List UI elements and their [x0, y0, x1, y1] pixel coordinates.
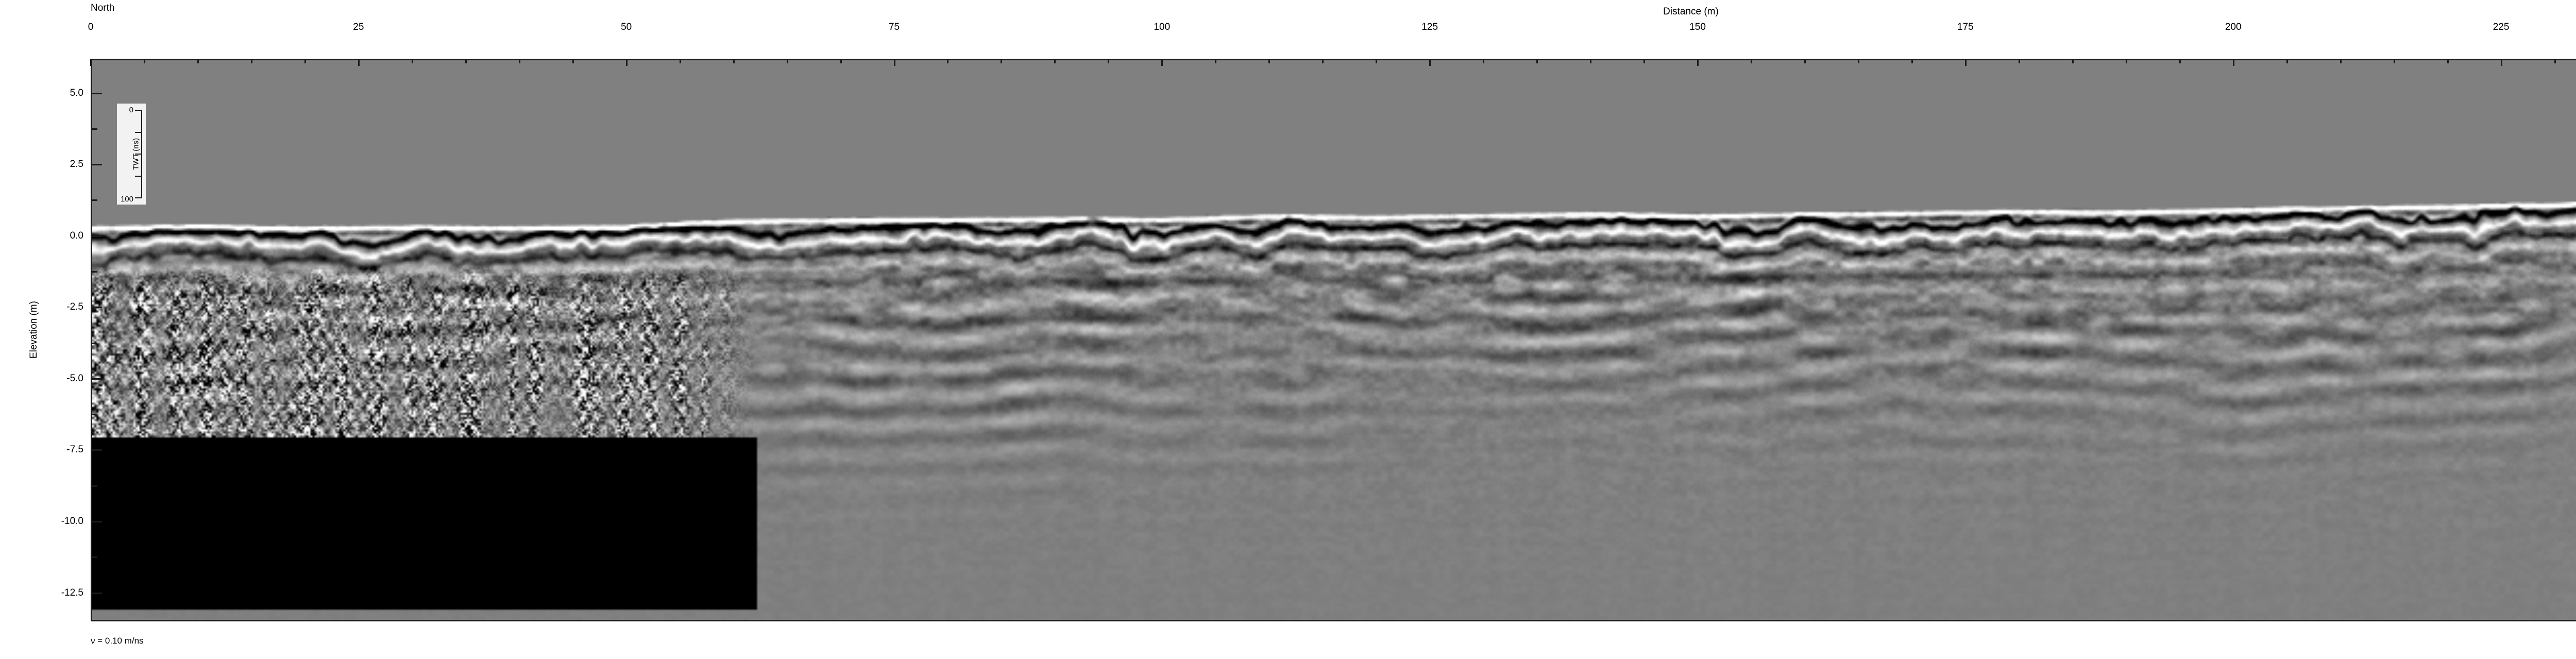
- x-axis-major-tick: [358, 59, 360, 66]
- x-axis-minor-tick: [1751, 59, 1752, 63]
- y-axis-tick-label: -7.5: [66, 444, 83, 455]
- x-axis-minor-tick: [786, 59, 788, 63]
- twt-scalebar: TWT (ns) 0 100: [117, 104, 146, 205]
- x-axis-minor-tick: [143, 59, 145, 63]
- x-axis-tick-label: 225: [2493, 22, 2510, 32]
- x-axis-minor-tick: [1322, 59, 1324, 63]
- x-axis-minor-tick: [1376, 59, 1378, 63]
- x-axis-minor-tick: [2125, 59, 2127, 63]
- twt-tick: [135, 175, 142, 177]
- north-orientation-label: North: [91, 3, 115, 13]
- twt-tick: [135, 110, 142, 111]
- x-axis-minor-tick: [2340, 59, 2342, 63]
- y-axis-tick-label: 0.0: [70, 230, 83, 241]
- x-axis-major-tick: [90, 59, 92, 66]
- x-axis-minor-tick: [1590, 59, 1592, 63]
- x-axis-minor-tick: [840, 59, 842, 63]
- x-axis-minor-tick: [1268, 59, 1270, 63]
- y-axis-minor-tick: [91, 556, 97, 559]
- y-axis-minor-tick: [91, 128, 97, 130]
- x-axis-tick-label: 150: [1689, 22, 1706, 32]
- twt-bottom-label: 100: [120, 195, 133, 204]
- x-axis-major-tick: [2500, 59, 2502, 66]
- y-axis-group: Elevation (m): [0, 0, 88, 659]
- x-axis-major-tick: [893, 59, 895, 66]
- y-axis-major-tick: [91, 235, 102, 237]
- x-axis-minor-tick: [1911, 59, 1913, 63]
- y-axis-minor-tick: [91, 342, 97, 344]
- x-axis-minor-tick: [304, 59, 306, 63]
- x-axis-minor-tick: [1643, 59, 1646, 63]
- x-axis-minor-tick: [679, 59, 681, 63]
- x-axis-minor-tick: [2179, 59, 2181, 63]
- radargram-image: [92, 60, 2576, 620]
- y-axis-major-tick: [91, 164, 102, 166]
- y-axis-minor-tick: [91, 271, 97, 273]
- twt-tick: [135, 154, 142, 155]
- radargram-plot-frame: Line 023 TWT (ns) 0 100: [91, 59, 2576, 621]
- x-axis-title: Distance (m): [0, 6, 2576, 18]
- x-axis-minor-tick: [465, 59, 467, 63]
- x-axis-minor-tick: [1536, 59, 1538, 63]
- x-axis-minor-tick: [572, 59, 574, 63]
- y-axis-tick-label: 5.0: [70, 87, 83, 98]
- x-axis-title-text: Distance (m): [1663, 6, 1719, 17]
- x-axis-minor-tick: [1215, 59, 1217, 63]
- y-axis-tick-label: 2.5: [70, 159, 83, 170]
- y-axis-minor-tick: [91, 485, 97, 487]
- y-axis-major-tick: [91, 378, 102, 380]
- x-axis-major-tick: [1964, 59, 1967, 66]
- x-axis-tick-label: 125: [1421, 22, 1438, 32]
- x-axis-minor-tick: [1857, 59, 1859, 63]
- y-axis-major-tick: [91, 592, 102, 594]
- y-axis-major-tick: [91, 92, 102, 94]
- x-axis-minor-tick: [2393, 59, 2395, 63]
- y-axis-major-tick: [91, 307, 102, 309]
- x-axis-minor-tick: [250, 59, 252, 63]
- y-axis-major-tick: [91, 449, 102, 451]
- x-axis-tick-label: 100: [1154, 22, 1171, 32]
- x-axis-tick-label: 200: [2225, 22, 2242, 32]
- x-axis-major-tick: [1429, 59, 1431, 66]
- x-axis-minor-tick: [2286, 59, 2288, 63]
- velocity-annotation: ν = 0.10 m/ns: [91, 636, 144, 646]
- x-axis-minor-tick: [947, 59, 949, 63]
- y-axis-tick-label: -2.5: [66, 301, 83, 313]
- x-axis-tick-label: 25: [353, 22, 364, 32]
- x-axis-tick-label: 175: [1957, 22, 1974, 32]
- x-axis-minor-tick: [2554, 59, 2556, 63]
- x-axis-minor-tick: [2018, 59, 2020, 63]
- x-axis-minor-tick: [1054, 59, 1056, 63]
- x-axis-major-tick: [1161, 59, 1163, 66]
- x-axis-major-tick: [1697, 59, 1699, 66]
- x-axis-minor-tick: [2447, 59, 2449, 63]
- x-axis-minor-tick: [733, 59, 735, 63]
- x-axis-minor-tick: [1108, 59, 1110, 63]
- y-axis-minor-tick: [91, 199, 97, 201]
- x-axis-minor-tick: [518, 59, 520, 63]
- x-axis-minor-tick: [2072, 59, 2074, 63]
- x-axis-minor-tick: [1001, 59, 1003, 63]
- y-axis-tick-label: -5.0: [66, 373, 83, 384]
- y-axis-major-tick: [91, 520, 102, 522]
- y-axis-minor-tick: [91, 414, 97, 416]
- twt-tick: [135, 197, 142, 198]
- x-axis-minor-tick: [1804, 59, 1806, 63]
- y-axis-tick-label: -12.5: [61, 587, 83, 598]
- x-axis-tick-label: 75: [888, 22, 900, 32]
- x-axis-major-tick: [625, 59, 628, 66]
- x-axis-major-tick: [2232, 59, 2234, 66]
- twt-top-label: 0: [129, 106, 133, 114]
- x-axis-tick-label: 0: [88, 22, 94, 32]
- x-axis-minor-tick: [197, 59, 199, 63]
- twt-tick: [135, 131, 142, 133]
- x-axis-minor-tick: [411, 59, 413, 63]
- y-axis-tick-label: -10.0: [61, 515, 83, 527]
- x-axis-tick-label: 50: [621, 22, 632, 32]
- x-axis-minor-tick: [1483, 59, 1485, 63]
